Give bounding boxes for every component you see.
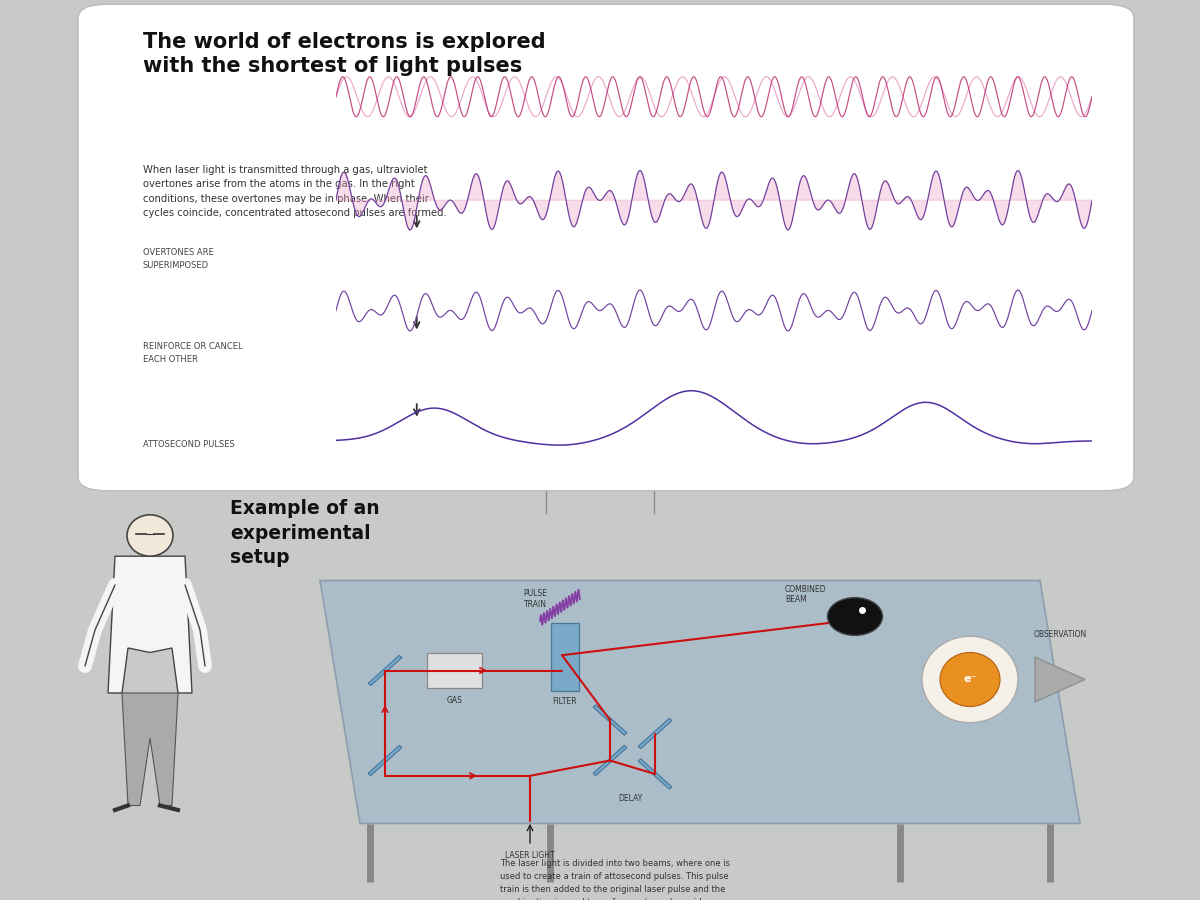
Polygon shape [108,556,192,693]
Text: e⁻: e⁻ [964,674,977,685]
Polygon shape [368,655,402,686]
Text: OVERTONES ARE
SUPERIMPOSED: OVERTONES ARE SUPERIMPOSED [143,248,214,270]
Text: When laser light is transmitted through a gas, ultraviolet
overtones arise from : When laser light is transmitted through … [143,165,446,218]
Polygon shape [122,693,178,806]
Text: LASER LIGHT: LASER LIGHT [505,850,554,860]
Polygon shape [368,745,402,776]
Circle shape [940,652,1000,706]
FancyBboxPatch shape [427,653,482,688]
Text: COMBINED
BEAM: COMBINED BEAM [785,585,827,605]
Text: FILTER: FILTER [553,698,577,706]
Polygon shape [1034,657,1085,702]
Text: GAS: GAS [448,696,463,705]
Text: OBSERVATION: OBSERVATION [1033,630,1087,639]
Ellipse shape [828,598,882,635]
Polygon shape [638,759,672,789]
Text: DELAY: DELAY [618,794,642,803]
Circle shape [922,636,1018,723]
FancyBboxPatch shape [551,623,580,691]
Text: REINFORCE OR CANCEL
EACH OTHER: REINFORCE OR CANCEL EACH OTHER [143,342,242,364]
FancyBboxPatch shape [78,4,1134,491]
Polygon shape [320,580,1080,824]
Polygon shape [593,705,626,735]
Polygon shape [638,718,672,749]
Text: ATTOSECOND PULSES: ATTOSECOND PULSES [143,440,235,449]
Text: The laser light is divided into two beams, where one is
used to create a train o: The laser light is divided into two beam… [500,860,730,900]
Polygon shape [593,745,626,776]
Text: Example of an
experimental
setup: Example of an experimental setup [230,500,379,567]
Text: The world of electrons is explored
with the shortest of light pulses: The world of electrons is explored with … [143,32,546,76]
Text: PULSE
TRAIN: PULSE TRAIN [523,590,547,609]
Circle shape [127,515,173,556]
